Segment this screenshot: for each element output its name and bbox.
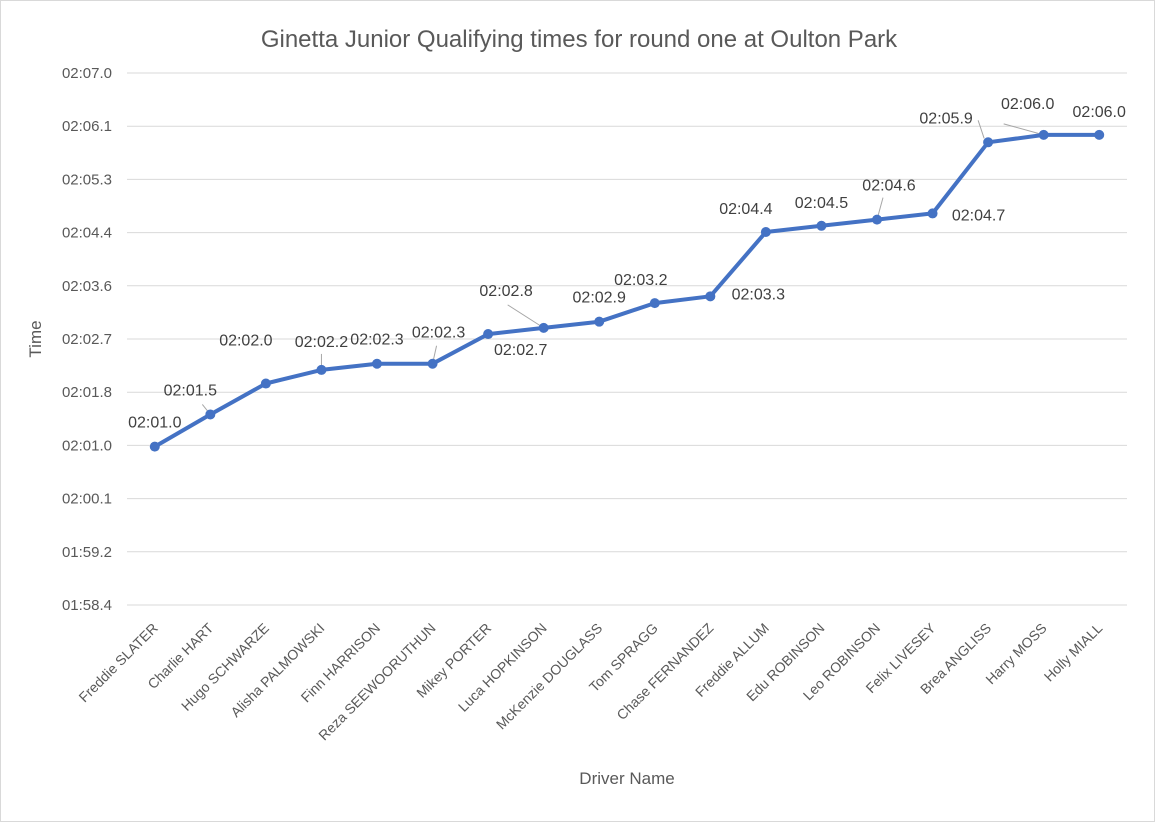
data-label: 02:06.0 [1001,96,1054,113]
data-label: 02:02.2 [295,334,348,351]
data-label: 02:04.6 [862,178,915,195]
y-tick-label: 02:06.1 [62,118,112,135]
x-tick-label: Holly MIALL [1041,620,1106,685]
data-label: 02:02.7 [494,342,547,359]
chart-title: Ginetta Junior Qualifying times for roun… [261,26,898,53]
data-point [872,214,882,225]
y-tick-label: 02:01.0 [62,437,112,454]
y-tick-label: 02:02.7 [62,331,112,348]
data-point [760,226,771,237]
y-tick-label: 02:07.0 [62,65,112,82]
leader-line [507,304,544,329]
data-point [594,316,605,327]
data-point [927,208,938,219]
data-point [316,364,327,375]
data-point [260,378,271,389]
data-label: 02:01.0 [128,415,181,432]
y-tick-label: 02:00.1 [62,491,112,508]
x-tick-label: Freddie SLATER [75,620,160,705]
data-points [149,129,1105,452]
x-tick-label: Chase FERNANDEZ [613,619,716,722]
data-point [649,298,660,309]
leader-line [977,120,985,139]
x-tick-label: Alisha PALMOWSKI [227,620,327,720]
data-label: 02:06.0 [1073,104,1126,121]
data-label: 02:04.4 [719,201,772,218]
data-label: 02:02.0 [219,333,272,350]
data-point [427,358,438,369]
x-tick-label: McKenzie DOUGLASS [493,620,606,733]
y-tick-label: 01:58.4 [62,597,112,614]
data-label: 02:02.9 [573,290,626,307]
series-line [152,132,1102,449]
data-point [483,329,494,340]
data-point [149,441,160,452]
data-point [705,291,716,302]
gridlines [127,72,1127,606]
data-label: 02:04.7 [952,207,1005,224]
data-point [372,358,382,369]
data-label: 02:02.8 [479,283,532,300]
y-tick-label: 01:59.2 [62,544,112,561]
y-tick-label: 02:03.6 [62,278,112,295]
data-point [205,409,216,420]
data-point [538,322,549,333]
y-axis-title: Time [26,320,45,357]
data-label: 02:01.5 [164,382,217,399]
data-point [983,137,994,148]
x-axis-title: Driver Name [579,769,674,788]
data-point [816,220,827,231]
data-label: 02:02.3 [350,332,403,349]
leader-line [1003,123,1044,136]
data-label: 02:03.3 [732,286,785,303]
data-label: 02:04.5 [795,195,848,212]
y-tick-label: 02:05.3 [62,171,112,188]
data-labels: 02:01.002:01.502:02.0 02:02.2 02:02.3 02:02… [128,96,1126,432]
y-axis-ticks: 01:58.4 01:59.2 02:00.1 02:01.0 02:01.8 02:02… [62,65,112,614]
y-tick-label: 02:01.8 [62,384,112,401]
data-label: 02:02.3 [412,325,465,342]
data-point [1094,129,1105,140]
data-label-leaders [201,120,1044,415]
y-tick-label: 02:04.4 [62,225,112,242]
data-label: 02:05.9 [919,110,972,127]
data-label: 02:03.2 [614,272,667,289]
data-point [1038,129,1049,140]
